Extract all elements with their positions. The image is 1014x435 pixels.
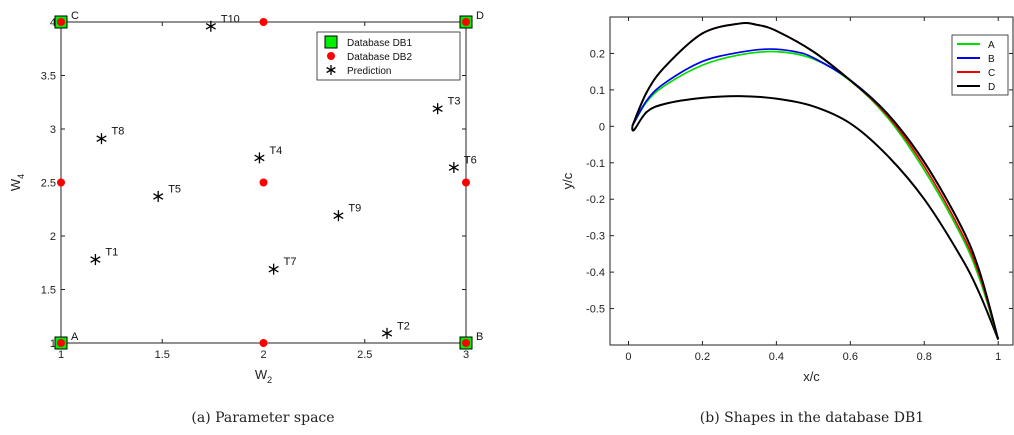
db2-point xyxy=(462,18,470,26)
prediction-label: T9 xyxy=(348,203,361,215)
prediction-label: T7 xyxy=(284,256,297,268)
legend-entry: Database DB2 xyxy=(347,52,412,63)
db2-point xyxy=(259,178,268,187)
plot-area xyxy=(609,16,1014,346)
legend-marker xyxy=(327,52,335,60)
legend-marker xyxy=(324,35,338,49)
x-tick-label: 0.2 xyxy=(695,351,710,363)
prediction-point xyxy=(268,263,279,275)
prediction-label: T6 xyxy=(464,155,477,167)
y-tick-label: 0.1 xyxy=(590,85,605,97)
y-tick-label: 0.2 xyxy=(590,48,605,60)
x-tick-label: 3 xyxy=(463,349,469,361)
x-tick-label: 2 xyxy=(260,349,266,361)
db2-point xyxy=(462,178,470,187)
caption-b: (b) Shapes in the database DB1 xyxy=(700,410,924,426)
x-tick-label: 0.6 xyxy=(843,351,858,363)
db2-point xyxy=(259,339,268,347)
x-tick-label: 1 xyxy=(58,349,64,361)
db2-point xyxy=(57,18,65,26)
series-line-a xyxy=(631,50,1000,340)
x-axis-label: x/c xyxy=(803,369,820,384)
y-tick-label: 2.5 xyxy=(41,178,56,190)
x-axis-label: W2 xyxy=(255,367,272,385)
prediction-point xyxy=(205,20,216,32)
series-line-d xyxy=(631,22,1000,340)
legend-entry: C xyxy=(988,68,995,79)
y-axis-label: y/c xyxy=(560,172,575,189)
prediction-point xyxy=(381,327,393,339)
legend-box xyxy=(316,31,461,81)
y-tick-label: 2 xyxy=(50,231,56,243)
legend-marker xyxy=(326,65,336,75)
db2-point xyxy=(462,339,470,347)
prediction-label: T10 xyxy=(221,13,240,25)
y-tick-label: -0.3 xyxy=(586,231,605,243)
x-tick-label: 0.4 xyxy=(769,351,784,363)
legend-entry: D xyxy=(988,82,995,93)
db2-point xyxy=(259,18,268,26)
y-tick-label: -0.1 xyxy=(586,158,605,170)
y-tick-label: 4 xyxy=(50,17,56,29)
prediction-label: T3 xyxy=(448,96,461,108)
db2-point xyxy=(57,178,65,187)
db1-point-label: B xyxy=(476,331,483,343)
prediction-point xyxy=(254,152,265,164)
prediction-point xyxy=(96,133,107,145)
prediction-point xyxy=(90,254,101,266)
y-tick-label: 3 xyxy=(50,124,56,136)
y-tick-label: 1 xyxy=(50,338,56,350)
series-line-lower-surface xyxy=(631,95,1000,340)
y-tick-label: -0.2 xyxy=(586,194,605,206)
prediction-point xyxy=(432,103,443,115)
db1-point-label: A xyxy=(71,331,79,343)
legend-entry: Prediction xyxy=(347,66,391,77)
shapes-chart: 0 0.2 0.4 0.6 0.8 1 0.2 0.1 0 -0.1 -0.2 -0.3 -0.4 -0.… xyxy=(560,16,1014,384)
prediction-point xyxy=(448,162,459,174)
x-tick-label: 1 xyxy=(995,351,1001,363)
y-tick-label: -0.4 xyxy=(586,267,605,279)
y-tick-label: 0 xyxy=(599,121,605,133)
prediction-label: T2 xyxy=(397,320,410,332)
db2-point xyxy=(57,339,65,347)
x-tick-label: 2.5 xyxy=(357,349,372,361)
legend-entry: B xyxy=(988,54,995,65)
y-tick-label: 3.5 xyxy=(41,71,56,83)
db1-point-label: D xyxy=(476,10,484,22)
caption-a: (a) Parameter space xyxy=(191,410,334,426)
legend-entry: A xyxy=(988,40,995,51)
prediction-label: T5 xyxy=(168,183,181,195)
x-tick-label: 0.8 xyxy=(917,351,932,363)
prediction-label: T4 xyxy=(269,145,282,157)
prediction-label: T8 xyxy=(112,126,125,138)
y-tick-label: -0.5 xyxy=(586,304,605,316)
x-tick-label: 0 xyxy=(625,351,631,363)
prediction-label: T1 xyxy=(105,247,118,259)
prediction-point xyxy=(153,190,164,202)
y-tick-label: 1.5 xyxy=(41,285,56,297)
parameter-space-chart: 1 1.5 2 2.5 3 1 1.5 2 2.5 3 3.5 4 W2 W4 A B C D T1 T2 T3 T4 T5… xyxy=(8,10,484,385)
db1-point-label: C xyxy=(71,10,79,22)
prediction-point xyxy=(333,210,344,222)
x-tick-label: 1.5 xyxy=(155,349,170,361)
legend-entry: Database DB1 xyxy=(347,38,412,49)
y-axis-label: W4 xyxy=(8,174,26,191)
